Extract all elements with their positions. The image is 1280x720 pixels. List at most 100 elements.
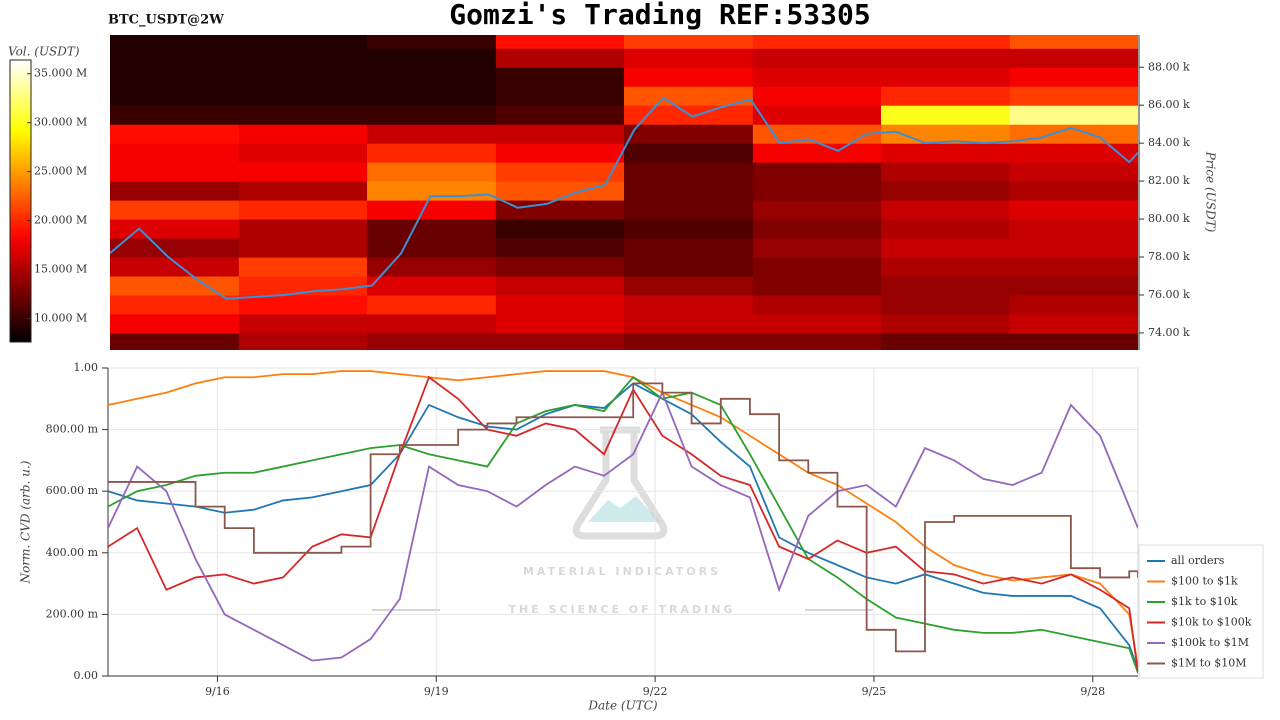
colorbar-tick-label: 35.000 M — [34, 67, 87, 80]
heat-cell — [495, 67, 625, 87]
heat-cell — [367, 143, 497, 163]
heat-cell — [1009, 257, 1138, 277]
y-tick-label: 88.00 k — [1148, 60, 1190, 73]
y-tick-label: 400.00 m — [46, 546, 99, 559]
heat-cell — [110, 86, 240, 106]
y-tick-label: 80.00 k — [1148, 212, 1190, 225]
heat-cell — [1009, 86, 1138, 106]
page-title: Gomzi's Trading REF:53305 — [449, 0, 870, 31]
heat-cell — [752, 124, 882, 144]
heat-cell — [1009, 143, 1138, 163]
heat-cell — [238, 48, 368, 68]
heat-cell — [624, 219, 754, 239]
legend-label: $100 to $1k — [1171, 575, 1238, 588]
heat-cell — [367, 238, 497, 258]
heat-cell — [624, 294, 754, 315]
x-axis-label: Date (UTC) — [587, 699, 657, 713]
heat-cell — [367, 124, 497, 144]
y-tick-label: 600.00 m — [46, 484, 99, 497]
heat-cell — [367, 332, 497, 350]
y-tick-label: 74.00 k — [1148, 326, 1190, 339]
y-tick-label: 86.00 k — [1148, 98, 1190, 111]
market-label: BTC_USDT@2W — [108, 13, 224, 28]
heat-cell — [110, 105, 240, 125]
y-tick-label: 84.00 k — [1148, 136, 1190, 149]
heat-cell — [624, 48, 754, 68]
heat-cell — [752, 35, 882, 49]
heat-cell — [110, 294, 240, 315]
heat-cell — [881, 181, 1011, 201]
heat-cell — [752, 143, 882, 163]
heat-cell — [752, 48, 882, 68]
heat-cell — [752, 294, 882, 315]
heat-cell — [110, 257, 240, 277]
heat-cell — [367, 275, 497, 296]
x-tick-label: 9/28 — [1080, 685, 1105, 698]
heat-cell — [752, 162, 882, 182]
legend-label: $100k to $1M — [1171, 636, 1249, 649]
heat-cell — [752, 181, 882, 201]
heat-cell — [495, 275, 625, 296]
heat-cell — [1009, 105, 1138, 125]
heat-cell — [367, 257, 497, 277]
heat-cell — [624, 181, 754, 201]
heat-cell — [881, 35, 1011, 49]
heat-cell — [624, 35, 754, 49]
heat-cell — [367, 48, 497, 68]
legend-label: $10k to $100k — [1171, 616, 1252, 629]
price-axis-label: Price (USDT) — [1204, 151, 1218, 233]
heat-cell — [367, 181, 497, 201]
heat-cell — [752, 105, 882, 125]
y-tick-label: 78.00 k — [1148, 250, 1190, 263]
heat-cell — [495, 124, 625, 144]
heat-cell — [495, 332, 625, 350]
heat-cell — [238, 86, 368, 106]
watermark: MATERIAL INDICATORS THE SCIENCE OF TRADI… — [372, 426, 873, 616]
heat-cell — [495, 294, 625, 315]
top-chart: 74.00 k 76.00 k 78.00 k 80.00 k 82.00 k 84.00… — [1138, 35, 1190, 350]
heat-cell — [495, 181, 625, 201]
heat-cell — [238, 294, 368, 315]
heat-cell — [495, 162, 625, 182]
heat-cell — [110, 219, 240, 239]
heat-cell — [238, 219, 368, 239]
heat-cell — [752, 332, 882, 350]
colorbar-label: Vol. (USDT) — [8, 45, 80, 59]
colorbar-tick-label: 25.000 M — [34, 165, 87, 178]
heat-cell — [110, 124, 240, 144]
heat-cell — [495, 86, 625, 106]
heat-cell — [367, 162, 497, 182]
heat-cell — [1009, 200, 1138, 220]
heat-cell — [110, 67, 240, 87]
series-line — [108, 376, 1138, 674]
heat-cell — [238, 124, 368, 144]
y-tick-label: 200.00 m — [46, 607, 99, 620]
heat-cell — [752, 238, 882, 258]
heat-cell — [624, 200, 754, 220]
heat-cell — [495, 313, 625, 334]
colorbar-tick-label: 15.000 M — [34, 263, 87, 276]
heat-cell — [367, 219, 497, 239]
heat-cell — [110, 200, 240, 220]
heat-cell — [1009, 35, 1138, 49]
heat-cell — [367, 67, 497, 87]
heat-cell — [881, 143, 1011, 163]
heat-cell — [881, 332, 1011, 350]
legend-box — [1138, 544, 1264, 679]
x-tick-label: 9/19 — [424, 685, 449, 698]
heat-cell — [881, 48, 1011, 68]
heat-cell — [881, 313, 1011, 334]
lines — [108, 370, 1138, 674]
heat-cell — [238, 238, 368, 258]
heat-cell — [495, 48, 625, 68]
watermark-subtitle: THE SCIENCE OF TRADING — [509, 603, 736, 616]
heat-cell — [1009, 238, 1138, 258]
heat-cell — [238, 143, 368, 163]
heatmap — [110, 35, 1138, 350]
heat-cell — [367, 313, 497, 334]
heat-cell — [1009, 67, 1138, 87]
heat-cell — [110, 35, 240, 49]
heat-cell — [110, 238, 240, 258]
heat-cell — [238, 332, 368, 350]
series-line — [108, 382, 1138, 653]
